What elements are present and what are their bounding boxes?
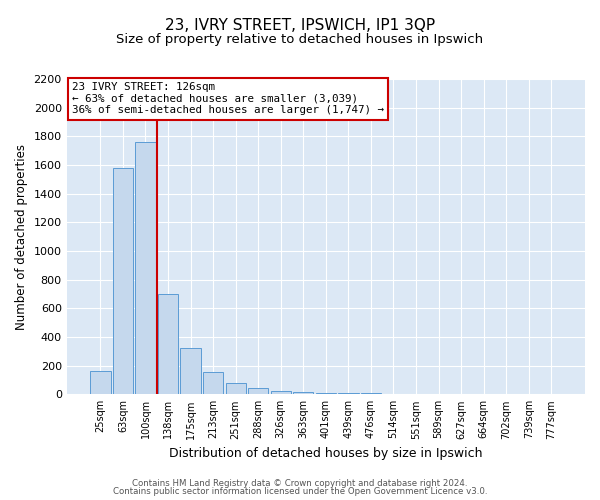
Bar [181,348,201,395]
Text: Contains public sector information licensed under the Open Government Licence v3: Contains public sector information licen… [113,487,487,496]
Bar [226,383,246,394]
Text: Size of property relative to detached houses in Ipswich: Size of property relative to detached ho… [116,32,484,46]
Text: 23 IVRY STREET: 126sqm
← 63% of detached houses are smaller (3,039)
36% of semi-: 23 IVRY STREET: 126sqm ← 63% of detached… [72,82,384,116]
Y-axis label: Number of detached properties: Number of detached properties [15,144,28,330]
Bar [248,388,268,394]
Bar [316,393,336,394]
Text: Contains HM Land Registry data © Crown copyright and database right 2024.: Contains HM Land Registry data © Crown c… [132,478,468,488]
Bar [158,294,178,394]
Bar [90,372,110,394]
Bar [203,372,223,394]
Text: 23, IVRY STREET, IPSWICH, IP1 3QP: 23, IVRY STREET, IPSWICH, IP1 3QP [165,18,435,32]
Bar [136,142,155,395]
Bar [293,392,313,394]
X-axis label: Distribution of detached houses by size in Ipswich: Distribution of detached houses by size … [169,447,482,460]
Bar [271,392,291,394]
Bar [361,393,381,394]
Bar [338,393,359,394]
Bar [113,168,133,394]
